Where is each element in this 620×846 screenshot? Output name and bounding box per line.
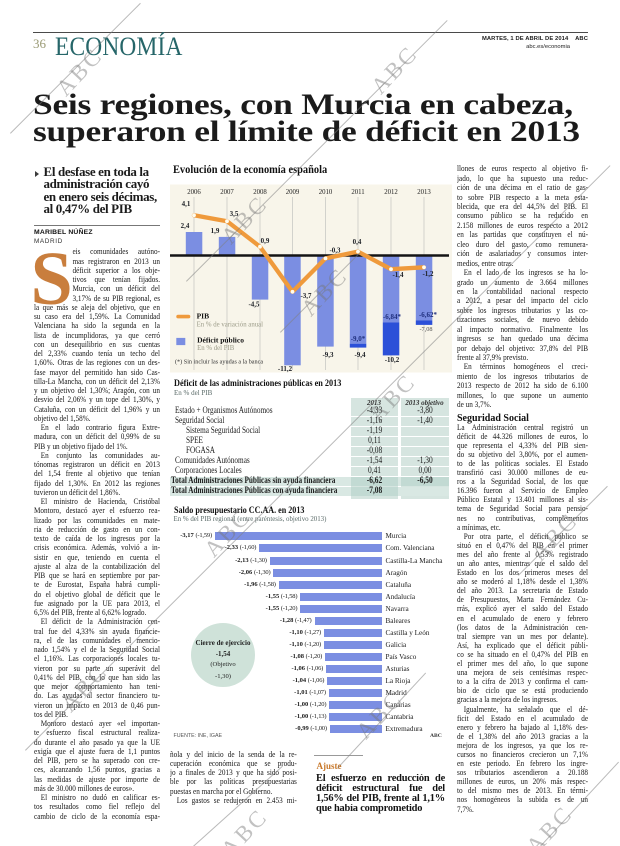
svg-text:2,4: 2,4	[181, 222, 190, 230]
svg-text:-9,3: -9,3	[322, 351, 334, 359]
svg-text:En % de variación anual: En % de variación anual	[197, 322, 264, 329]
svg-text:(*) Sin incluir las ayudas a l: (*) Sin incluir las ayudas a la banca	[175, 359, 263, 366]
svg-text:-7,08: -7,08	[419, 326, 432, 333]
svg-text:En % del PIB: En % del PIB	[197, 345, 235, 352]
svg-text:4,1: 4,1	[182, 200, 191, 208]
svg-text:3,5: 3,5	[230, 210, 239, 218]
svg-text:2013: 2013	[417, 189, 431, 196]
svg-text:2006: 2006	[187, 189, 201, 196]
svg-text:2011: 2011	[351, 189, 364, 196]
svg-text:-0,3: -0,3	[329, 247, 341, 255]
svg-text:0,4: 0,4	[353, 238, 362, 246]
svg-text:2008: 2008	[253, 189, 267, 196]
svg-text:2009: 2009	[286, 189, 300, 196]
svg-text:-1,4: -1,4	[392, 271, 404, 279]
svg-text:-6,84*: -6,84*	[383, 313, 402, 321]
svg-text:-4,5: -4,5	[248, 301, 260, 309]
svg-text:2007: 2007	[220, 189, 234, 196]
svg-text:1,9: 1,9	[211, 227, 220, 235]
svg-text:-9,4: -9,4	[354, 351, 366, 359]
svg-text:2010: 2010	[319, 189, 333, 196]
svg-text:-1,2: -1,2	[422, 270, 434, 278]
svg-text:-6,62*: -6,62*	[419, 311, 438, 319]
svg-text:-10,2: -10,2	[385, 356, 400, 364]
svg-text:2012: 2012	[384, 189, 398, 196]
svg-text:-3,7: -3,7	[300, 292, 312, 300]
svg-text:Déficit público: Déficit público	[197, 335, 244, 344]
svg-text:-9,0*: -9,0*	[351, 335, 366, 343]
svg-text:0,9: 0,9	[261, 237, 270, 245]
svg-text:-11,2: -11,2	[278, 365, 293, 373]
svg-text:PIB: PIB	[197, 312, 210, 321]
